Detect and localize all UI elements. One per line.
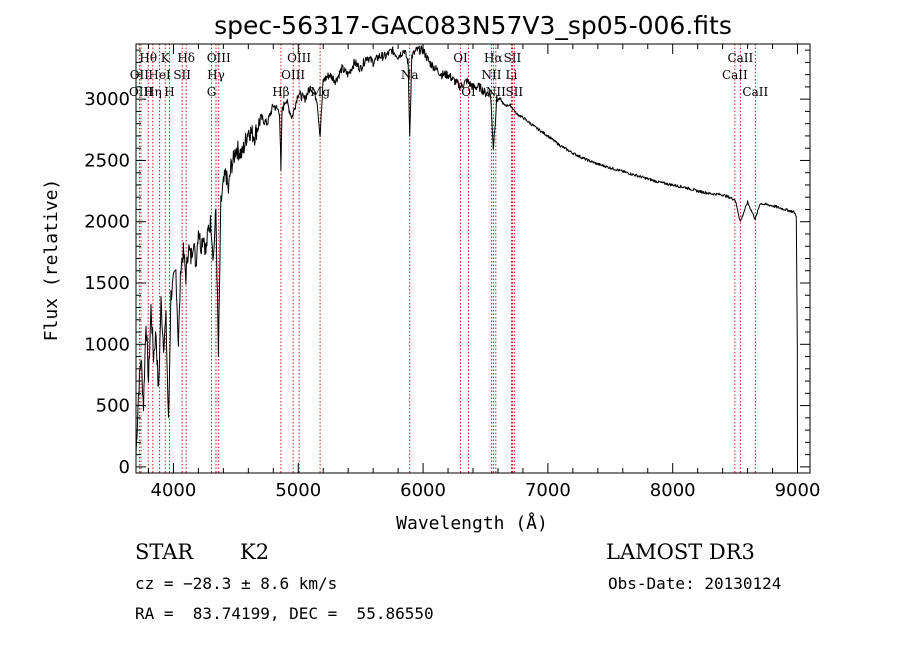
x-tick-label: 8000 [650, 480, 696, 501]
line-id-label: HeI [148, 68, 171, 82]
chart-title: spec-56317-GAC083N57V3_sp05-006.fits [214, 11, 732, 40]
spectrum-line [135, 45, 798, 467]
line-id-label: Hβ [272, 85, 289, 99]
class-label: STAR [135, 540, 194, 564]
line-id-label: OI [461, 85, 476, 99]
line-id-label: G [207, 85, 217, 99]
y-tick-label: 0 [119, 457, 130, 478]
line-id-label: Hα [484, 51, 503, 65]
line-id-label: OIII [281, 68, 305, 82]
line-id-label: K [161, 51, 171, 65]
line-id-label: OIII [207, 51, 231, 65]
line-id-label: OIII [287, 51, 311, 65]
x-tick-label: 6000 [400, 480, 446, 501]
y-tick-label: 1000 [84, 334, 130, 355]
y-axis-label: Flux (relative) [41, 179, 62, 342]
line-id-label: CaII [727, 51, 753, 65]
line-id-label: SII [505, 85, 523, 99]
x-tick-label: 5000 [275, 480, 321, 501]
x-tick-label: 7000 [525, 480, 571, 501]
cz-readout: cz = −28.3 ± 8.6 km/s [135, 574, 338, 593]
line-id-label: Hθ [139, 51, 157, 65]
line-id-label: SII [504, 51, 522, 65]
coords-readout: RA = 83.74199, DEC = 55.86550 [135, 604, 434, 623]
line-id-label: CaII [722, 68, 748, 82]
line-id-label: Li [506, 68, 518, 82]
y-tick-label: 500 [96, 396, 130, 417]
line-id-label: NII [481, 68, 501, 82]
line-id-label: OII [130, 68, 150, 82]
y-tick-label: 1500 [84, 273, 130, 294]
survey-label: LAMOST DR3 [606, 540, 755, 564]
x-axis-label: Wavelength (Å) [396, 512, 548, 534]
line-id-label: Hγ [207, 68, 225, 82]
line-id-label: NII [486, 85, 506, 99]
line-id-label: SII [173, 68, 191, 82]
obs-date-readout: Obs-Date: 20130124 [608, 574, 782, 593]
plot-frame [135, 43, 811, 474]
line-id-label: OIII [129, 85, 153, 99]
line-id-label: OI [453, 51, 468, 65]
line-id-label: Mg [310, 85, 330, 99]
line-id-label: Na [401, 68, 419, 82]
line-id-label: Hδ [177, 51, 195, 65]
line-id-label: H [164, 85, 174, 99]
subclass-label: K2 [240, 540, 270, 564]
x-tick-label: 4000 [151, 480, 197, 501]
line-id-label: CaII [742, 85, 768, 99]
x-tick-label: 9000 [775, 480, 821, 501]
y-tick-label: 2500 [84, 150, 130, 171]
y-tick-label: 3000 [84, 89, 130, 110]
y-tick-label: 2000 [84, 212, 130, 233]
line-id-label: Hη [144, 85, 162, 99]
